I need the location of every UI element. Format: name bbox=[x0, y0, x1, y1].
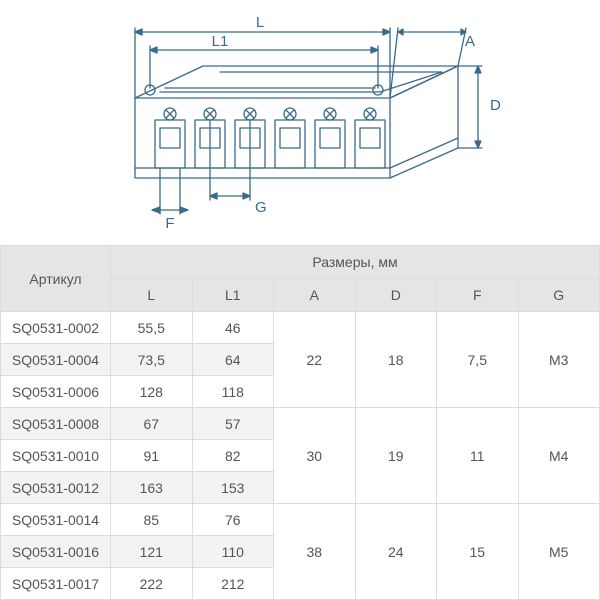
terminal-block-drawing: L L1 A D F G bbox=[80, 10, 540, 245]
dim-label-A: A bbox=[465, 33, 475, 50]
cell-L: 67 bbox=[111, 408, 193, 440]
dimension-diagram: L L1 A D F G bbox=[0, 0, 600, 245]
dimensions-table: Артикул Размеры, мм LL1ADFG SQ0531-00025… bbox=[0, 245, 600, 600]
cell-articul: SQ0531-0014 bbox=[1, 504, 111, 536]
cell-G: M4 bbox=[518, 408, 600, 504]
cell-F: 7,5 bbox=[437, 312, 519, 408]
header-col: G bbox=[518, 279, 600, 312]
cell-articul: SQ0531-0008 bbox=[1, 408, 111, 440]
dim-label-L: L bbox=[256, 14, 264, 31]
dimensions-table-container: Артикул Размеры, мм LL1ADFG SQ0531-00025… bbox=[0, 245, 600, 600]
cell-D: 24 bbox=[355, 504, 437, 600]
header-articul: Артикул bbox=[1, 246, 111, 312]
cell-L1: 82 bbox=[192, 440, 274, 472]
cell-A: 22 bbox=[274, 312, 356, 408]
cell-L: 91 bbox=[111, 440, 193, 472]
cell-L1: 64 bbox=[192, 344, 274, 376]
cell-L1: 76 bbox=[192, 504, 274, 536]
dim-label-L1: L1 bbox=[212, 33, 229, 50]
cell-articul: SQ0531-0017 bbox=[1, 568, 111, 600]
cell-L: 55,5 bbox=[111, 312, 193, 344]
cell-L1: 110 bbox=[192, 536, 274, 568]
cell-L1: 212 bbox=[192, 568, 274, 600]
header-col: F bbox=[437, 279, 519, 312]
cell-F: 15 bbox=[437, 504, 519, 600]
cell-L: 85 bbox=[111, 504, 193, 536]
cell-L1: 118 bbox=[192, 376, 274, 408]
cell-articul: SQ0531-0004 bbox=[1, 344, 111, 376]
cell-L: 163 bbox=[111, 472, 193, 504]
cell-articul: SQ0531-0002 bbox=[1, 312, 111, 344]
cell-articul: SQ0531-0016 bbox=[1, 536, 111, 568]
cell-L: 128 bbox=[111, 376, 193, 408]
cell-D: 18 bbox=[355, 312, 437, 408]
cell-L1: 57 bbox=[192, 408, 274, 440]
dim-label-D: D bbox=[490, 97, 501, 114]
header-col: A bbox=[274, 279, 356, 312]
cell-L: 222 bbox=[111, 568, 193, 600]
cell-L1: 153 bbox=[192, 472, 274, 504]
cell-L: 121 bbox=[111, 536, 193, 568]
cell-G: M3 bbox=[518, 312, 600, 408]
cell-articul: SQ0531-0006 bbox=[1, 376, 111, 408]
dim-label-G: G bbox=[255, 199, 267, 216]
cell-A: 30 bbox=[274, 408, 356, 504]
cell-F: 11 bbox=[437, 408, 519, 504]
header-col: L bbox=[111, 279, 193, 312]
header-col: D bbox=[355, 279, 437, 312]
cell-L: 73,5 bbox=[111, 344, 193, 376]
cell-A: 38 bbox=[274, 504, 356, 600]
dim-label-F: F bbox=[165, 215, 174, 232]
cell-L1: 46 bbox=[192, 312, 274, 344]
cell-articul: SQ0531-0012 bbox=[1, 472, 111, 504]
cell-articul: SQ0531-0010 bbox=[1, 440, 111, 472]
header-col: L1 bbox=[192, 279, 274, 312]
header-dimensions: Размеры, мм bbox=[111, 246, 600, 279]
cell-D: 19 bbox=[355, 408, 437, 504]
cell-G: M5 bbox=[518, 504, 600, 600]
